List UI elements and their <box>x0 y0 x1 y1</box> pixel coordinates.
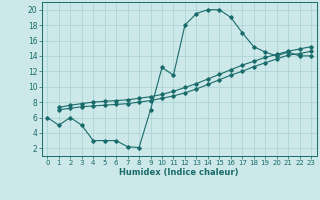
X-axis label: Humidex (Indice chaleur): Humidex (Indice chaleur) <box>119 168 239 177</box>
